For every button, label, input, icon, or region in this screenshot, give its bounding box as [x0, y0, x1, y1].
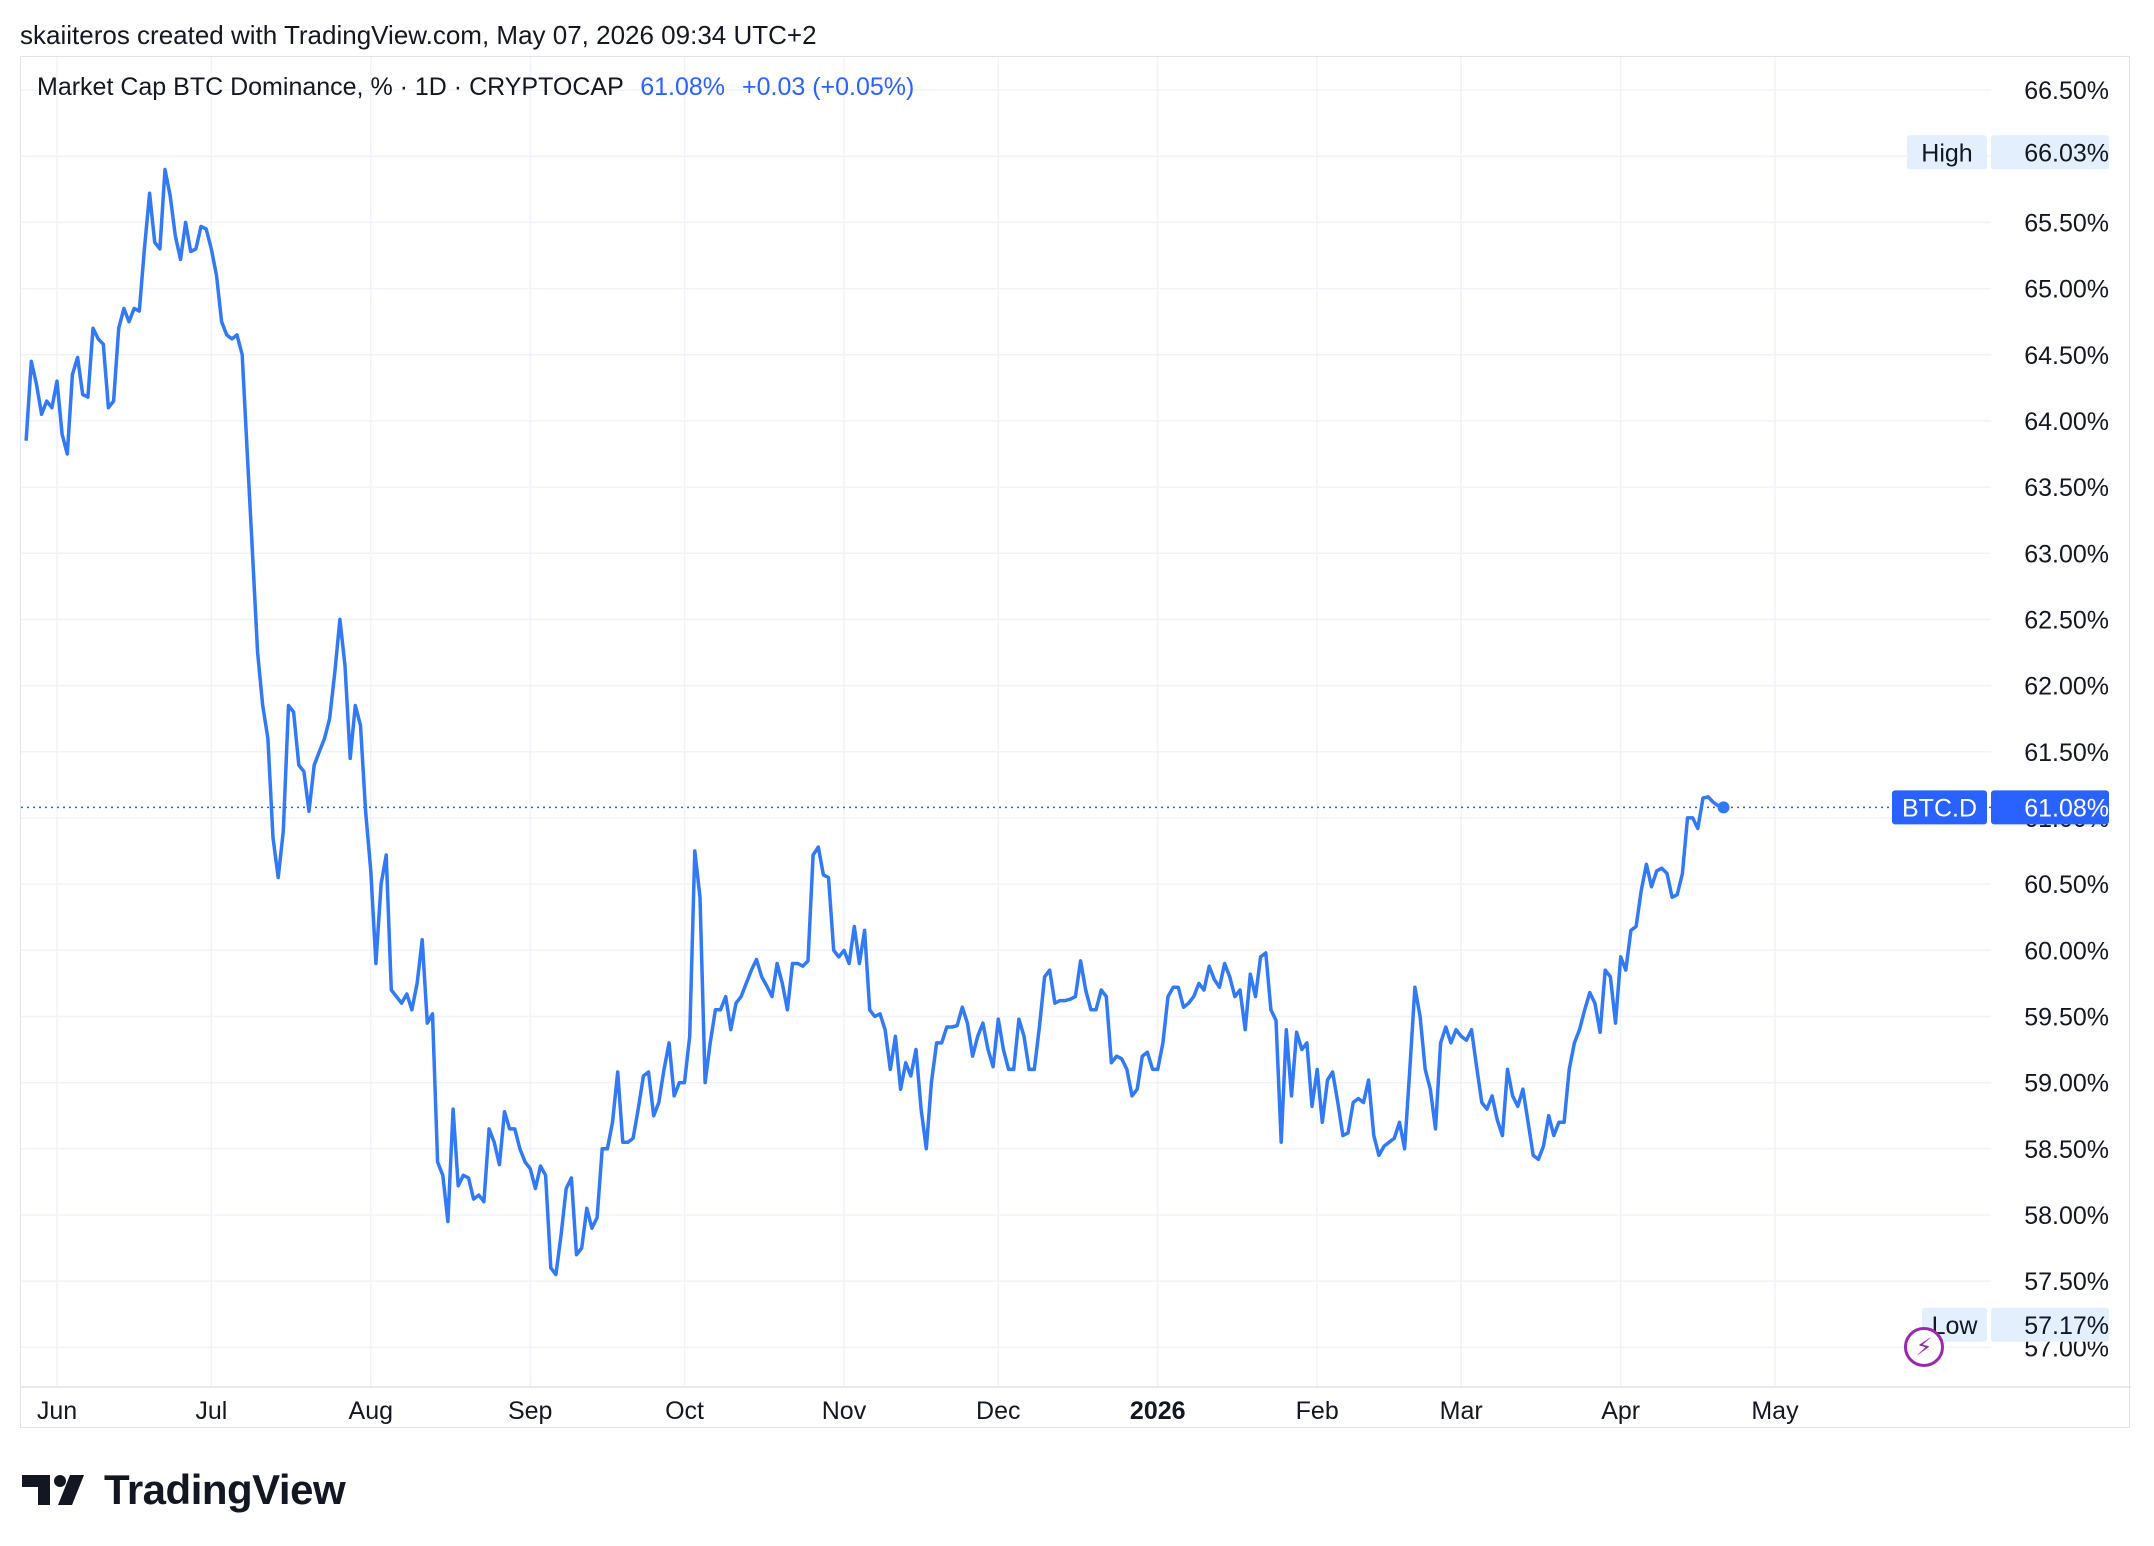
y-tick-label: 60.50%	[2024, 871, 2109, 899]
y-tick-label: 59.50%	[2024, 1003, 2109, 1031]
y-tick-label: 64.00%	[2024, 408, 2109, 436]
x-tick-label: Sep	[508, 1397, 552, 1425]
y-axis: 66.50%66.00%65.50%65.00%64.50%64.00%63.5…	[2024, 77, 2109, 1362]
y-tick-label: 65.00%	[2024, 276, 2109, 304]
tradingview-logo[interactable]: TradingView	[22, 1465, 346, 1515]
price-labels-layer: High 66.03% Low 57.17% BTC.D 61.08%	[1892, 135, 2109, 1342]
y-tick-label: 61.50%	[2024, 739, 2109, 767]
y-tick-label: 64.50%	[2024, 342, 2109, 370]
x-tick-label: May	[1751, 1397, 1799, 1425]
low-value: 57.17%	[2024, 1312, 2109, 1340]
x-tick-label: Jun	[37, 1397, 77, 1425]
legend-change: +0.03 (+0.05%)	[742, 73, 915, 101]
x-tick-label: Apr	[1601, 1397, 1640, 1425]
y-tick-label: 58.50%	[2024, 1136, 2109, 1164]
high-value: 66.03%	[2024, 139, 2109, 167]
tradingview-logo-icon	[22, 1475, 84, 1505]
legend-value: 61.08%	[640, 73, 726, 101]
attribution-text: skaiiteros created with TradingView.com,…	[20, 20, 817, 50]
high-badge: High 66.03%	[1907, 135, 2109, 170]
y-tick-label: 57.50%	[2024, 1268, 2109, 1296]
y-tick-label: 58.00%	[2024, 1202, 2109, 1230]
y-tick-label: 60.00%	[2024, 937, 2109, 965]
x-tick-label: Nov	[822, 1397, 867, 1425]
x-tick-label: 2026	[1130, 1397, 1186, 1425]
last-label-bg	[1892, 790, 1987, 825]
brand-name: TradingView	[104, 1466, 346, 1513]
last-label: BTC.D	[1902, 794, 1977, 822]
last-price-dot	[1717, 801, 1730, 814]
x-tick-label: Feb	[1296, 1397, 1339, 1425]
y-tick-label: 63.50%	[2024, 474, 2109, 502]
x-tick-label: Dec	[976, 1397, 1020, 1425]
last-value: 61.08%	[2024, 794, 2109, 822]
low-badge: Low 57.17%	[1922, 1307, 2109, 1342]
y-tick-label: 62.00%	[2024, 673, 2109, 701]
last-badge: BTC.D 61.08%	[1892, 790, 2109, 825]
legend-symbol: Market Cap BTC Dominance, % · 1D · CRYPT…	[37, 73, 624, 101]
low-value-bg	[1991, 1307, 2109, 1342]
last-value-bg	[1991, 790, 2109, 825]
x-tick-label: Oct	[665, 1397, 704, 1425]
y-tick-label: 63.00%	[2024, 540, 2109, 568]
series-layer	[24, 167, 1730, 1277]
chart-frame[interactable]: 66.50%66.00%65.50%65.00%64.50%64.00%63.5…	[20, 56, 2131, 1429]
high-label: High	[1921, 139, 1972, 167]
y-tick-label: 59.00%	[2024, 1070, 2109, 1098]
y-tick-label: 62.50%	[2024, 606, 2109, 634]
high-value-bg	[1991, 135, 2109, 170]
lightning-icon[interactable]: ⚡	[1904, 1327, 1944, 1367]
chart-plot[interactable]: 66.50%66.00%65.50%65.00%64.50%64.00%63.5…	[21, 57, 2131, 1429]
x-tick-label: Jul	[195, 1397, 227, 1425]
x-tick-label: Aug	[349, 1397, 393, 1425]
series-line-btcd	[24, 167, 1724, 1277]
y-tick-label: 66.50%	[2024, 77, 2109, 105]
high-label-bg	[1907, 135, 1987, 170]
x-tick-label: Mar	[1440, 1397, 1483, 1425]
x-axis: Jun Jul Aug Sep Oct Nov Dec 2026 Feb Mar Apr May	[21, 1386, 2131, 1425]
y-tick-label: 65.50%	[2024, 209, 2109, 237]
chart-legend: Market Cap BTC Dominance, % · 1D · CRYPT…	[37, 73, 914, 102]
grid-layer	[21, 57, 1991, 1387]
